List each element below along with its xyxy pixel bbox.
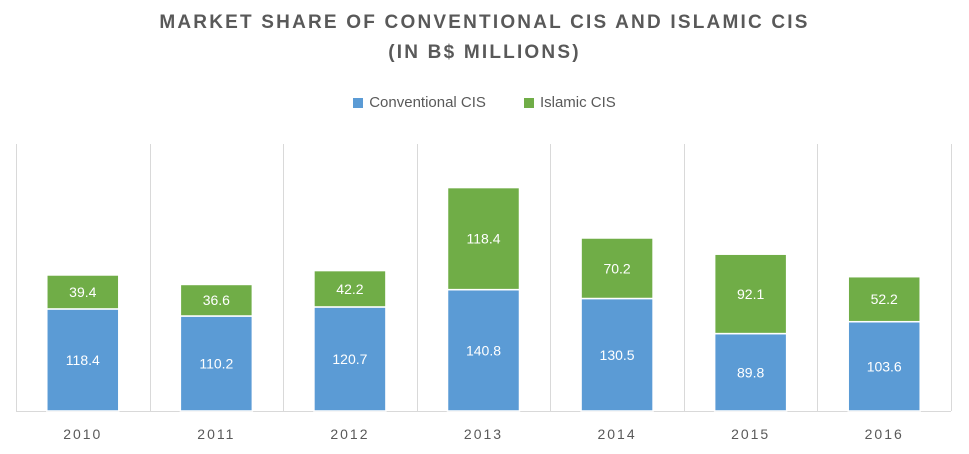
chart-legend: Conventional CIS Islamic CIS	[0, 94, 969, 111]
data-label-islamic-2011: 36.6	[203, 292, 230, 308]
legend-item-conventional: Conventional CIS	[353, 94, 486, 111]
bar-islamic-2010	[46, 274, 120, 310]
legend-swatch-islamic	[523, 97, 534, 108]
data-label-islamic-2013: 118.4	[467, 231, 501, 247]
bar-conventional-2016	[847, 320, 921, 412]
data-label-conventional-2012: 120.7	[332, 351, 367, 367]
data-label-islamic-2014: 70.2	[603, 260, 630, 276]
data-label-conventional-2016: 103.6	[867, 358, 902, 374]
chart-title: MARKET SHARE OF CONVENTIONAL CIS AND ISL…	[159, 12, 810, 33]
legend-swatch-conventional	[353, 97, 364, 108]
data-label-conventional-2011: 110.2	[199, 356, 233, 372]
data-label-islamic-2015: 92.1	[737, 286, 764, 302]
x-tick-label-2010: 2010	[63, 426, 102, 442]
x-tick-label-2013: 2013	[464, 426, 503, 442]
chart-subtitle: (IN B$ MILLIONS)	[388, 42, 581, 63]
data-label-conventional-2010: 118.4	[66, 352, 100, 368]
x-tick-label-2011: 2011	[197, 426, 235, 442]
legend-item-islamic: Islamic CIS	[523, 94, 616, 111]
x-tick-label-2016: 2016	[865, 426, 904, 442]
bar-conventional-2014	[580, 297, 654, 412]
data-label-conventional-2014: 130.5	[600, 347, 635, 363]
legend-label-conventional: Conventional CIS	[369, 94, 486, 111]
bar-islamic-2016	[847, 275, 921, 323]
data-label-islamic-2012: 42.2	[336, 281, 363, 297]
x-tick-label-2015: 2015	[731, 426, 770, 442]
bar-islamic-2012	[313, 269, 387, 308]
x-tick-label-2012: 2012	[330, 426, 369, 442]
data-label-conventional-2013: 140.8	[466, 342, 501, 358]
bar-islamic-2015	[713, 253, 788, 335]
bar-conventional-2012	[313, 306, 387, 412]
bar-islamic-2014	[580, 237, 654, 300]
legend-label-islamic: Islamic CIS	[539, 94, 616, 111]
bar-conventional-2015	[713, 332, 788, 412]
bar-islamic-2013	[446, 186, 521, 291]
data-label-islamic-2010: 39.4	[69, 284, 96, 300]
data-label-islamic-2016: 52.2	[871, 291, 898, 307]
bar-islamic-2011	[179, 283, 254, 317]
data-label-conventional-2015: 89.8	[737, 364, 764, 380]
x-tick-label-2014: 2014	[597, 426, 636, 442]
bar-conventional-2013	[446, 288, 521, 412]
